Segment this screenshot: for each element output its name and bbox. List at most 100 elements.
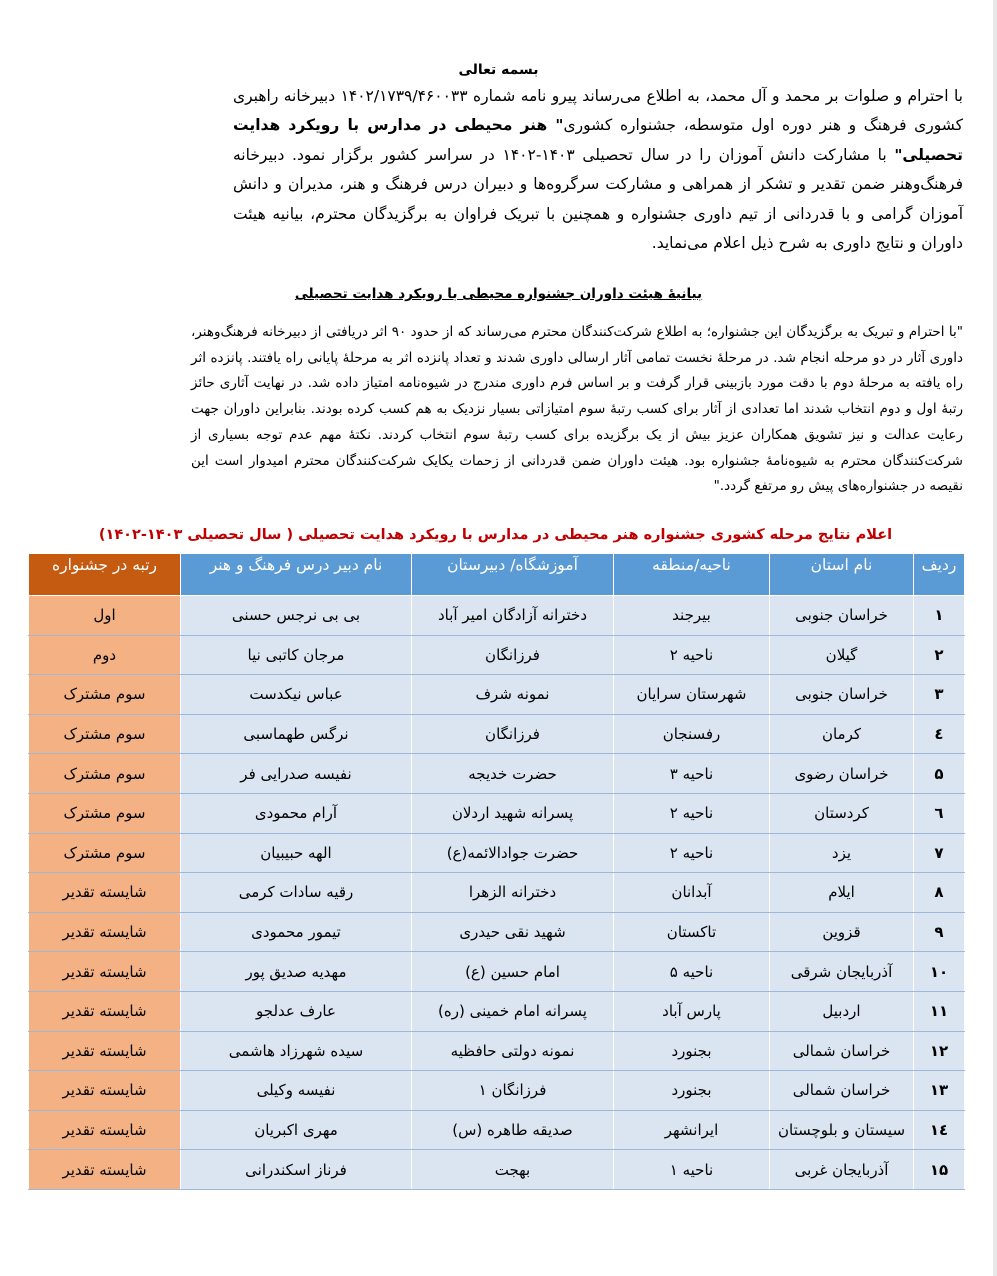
row-number-cell: ۵ [913, 753, 965, 794]
table-header-row: ردیف نام استان ناحیه/منطقه آموزشگاه/ دبیرست… [28, 553, 965, 596]
teacher-name-cell: فرناز اسکندرانی [180, 1149, 412, 1190]
teacher-name-cell: عباس نیکدست [180, 674, 412, 715]
rank-cell: شایسته تقدیر [28, 1149, 181, 1190]
province-cell: خراسان رضوی [769, 753, 914, 794]
row-number-cell: ۱۳ [913, 1070, 965, 1111]
province-cell: خراسان شمالی [769, 1070, 914, 1111]
rank-cell: شایسته تقدیر [28, 1109, 181, 1151]
district-cell: ناحیه ۵ [613, 951, 770, 992]
rank-cell: شایسته تقدیر [28, 990, 181, 1032]
teacher-name-cell: آرام محمودی [180, 792, 412, 834]
teacher-name-cell: عارف عدلجو [180, 990, 412, 1032]
intro-part1: با احترام و صلوات بر محمد و آل محمد، به … [233, 87, 963, 135]
rank-cell: سوم مشترک [28, 674, 181, 715]
table-row: ۱۰ آذربایجان شرقی ناحیه ۵ امام حسین (ع) مهدی… [28, 951, 965, 992]
festival-name: " هنر محیطی در مدارس با رویکرد هدایت تحص… [233, 116, 964, 164]
school-cell: پسرانه شهید اردلان [411, 792, 614, 834]
province-cell: قزوین [769, 911, 914, 953]
statement-title: بیانیهٔ هیئت داوران جشنواره محیطی با روی… [294, 286, 703, 302]
page-edge [993, 0, 997, 1276]
row-number-cell: ٤ [913, 713, 965, 755]
province-cell: خراسان جنوبی [769, 674, 914, 715]
teacher-name-cell: الهه حبیبیان [180, 832, 412, 874]
column-header: نام استان [769, 553, 914, 596]
table-row: ۱ خراسان جنوبی بیرجند دخترانه آزادگان امیر … [28, 595, 965, 636]
row-number-cell: ۱۲ [913, 1030, 965, 1072]
province-cell: ایلام [769, 872, 914, 913]
province-cell: آذربایجان شرقی [769, 951, 914, 992]
row-number-cell: ۲ [913, 634, 965, 676]
school-cell: دخترانه آزادگان امیر آباد [411, 595, 614, 636]
row-number-cell: ۱ [913, 595, 965, 636]
row-number-cell: ۳ [913, 674, 965, 715]
row-number-cell: ۱۵ [913, 1149, 965, 1190]
row-number-cell: ۷ [913, 832, 965, 874]
district-cell: ایرانشهر [613, 1109, 770, 1151]
column-header: رتبه در جشنواره [28, 553, 181, 596]
intro-part2: با مشارکت دانش آموزان را در سال تحصیلی ۱… [233, 145, 963, 253]
district-cell: ناحیه ۲ [613, 832, 770, 874]
province-cell: گیلان [769, 634, 914, 676]
province-cell: کرمان [769, 713, 914, 755]
teacher-name-cell: مرجان کاتبی نیا [180, 634, 412, 676]
district-cell: ناحیه ۲ [613, 792, 770, 834]
table-row: ۲ گیلان ناحیه ۲ فرزانگان مرجان کاتبی نیا دوم [28, 634, 965, 676]
province-cell: آذربایجان غربی [769, 1149, 914, 1190]
table-row: ۹ قزوین تاکستان شهید نقی حیدری تیمور محمودی ش… [28, 911, 965, 953]
school-cell: فرزانگان [411, 713, 614, 755]
results-table-title: اعلام نتایج مرحله کشوری جشنواره هنر محیط… [98, 527, 893, 543]
teacher-name-cell: تیمور محمودی [180, 911, 412, 953]
table-row: ۱۵ آذربایجان غربی ناحیه ۱ بهجت فرناز اسکندرا… [28, 1149, 965, 1190]
province-cell: خراسان شمالی [769, 1030, 914, 1072]
rank-cell: دوم [28, 634, 181, 676]
school-cell: دخترانه الزهرا [411, 872, 614, 913]
school-cell: پسرانه امام خمینی (ره) [411, 990, 614, 1032]
school-cell: بهجت [411, 1149, 614, 1190]
teacher-name-cell: سیده شهرزاد هاشمی [180, 1030, 412, 1072]
district-cell: شهرستان سرایان [613, 674, 770, 715]
row-number-cell: ۹ [913, 911, 965, 953]
results-table: ردیف نام استان ناحیه/منطقه آموزشگاه/ دبیرست… [28, 553, 965, 1190]
school-cell: شهید نقی حیدری [411, 911, 614, 953]
rank-cell: سوم مشترک [28, 753, 181, 794]
district-cell: بجنورد [613, 1070, 770, 1111]
table-row: ۸ ایلام آبدانان دخترانه الزهرا رقیه سادات کر… [28, 872, 965, 913]
school-cell: نمونه دولتی حافظیه [411, 1030, 614, 1072]
table-row: ٦ کردستان ناحیه ۲ پسرانه شهید اردلان آرام مح… [28, 792, 965, 834]
school-cell: صدیقه طاهره (س) [411, 1109, 614, 1151]
rank-cell: سوم مشترک [28, 832, 181, 874]
intro-paragraph: با احترام و صلوات بر محمد و آل محمد، به … [233, 82, 963, 258]
heading: بسمه تعالی [458, 62, 539, 78]
rank-cell: شایسته تقدیر [28, 951, 181, 992]
column-header: نام دبیر درس فرهنگ و هنر [180, 553, 412, 596]
province-cell: کردستان [769, 792, 914, 834]
table-row: ۵ خراسان رضوی ناحیه ۳ حضرت خدیجه نفیسه صدرای… [28, 753, 965, 794]
teacher-name-cell: بی بی نرجس حسنی [180, 595, 412, 636]
district-cell: ناحیه ۳ [613, 753, 770, 794]
school-cell: حضرت جوادالائمه(ع) [411, 832, 614, 874]
table-row: ۱۱ اردبیل پارس آباد پسرانه امام خمینی (ره) ع… [28, 990, 965, 1032]
district-cell: پارس آباد [613, 990, 770, 1032]
table-row: ۱٤ سیستان و بلوچستان ایرانشهر صدیقه طاهره (… [28, 1109, 965, 1151]
district-cell: ناحیه ۱ [613, 1149, 770, 1190]
school-cell: امام حسین (ع) [411, 951, 614, 992]
row-number-cell: ۱۱ [913, 990, 965, 1032]
table-row: ٤ کرمان رفسنجان فرزانگان نرگس طهماسبی سوم مشت… [28, 713, 965, 755]
row-number-cell: ۱۰ [913, 951, 965, 992]
province-cell: اردبیل [769, 990, 914, 1032]
teacher-name-cell: نرگس طهماسبی [180, 713, 412, 755]
row-number-cell: ۱٤ [913, 1109, 965, 1151]
column-header: ردیف [913, 553, 965, 596]
district-cell: تاکستان [613, 911, 770, 953]
district-cell: ناحیه ۲ [613, 634, 770, 676]
rank-cell: شایسته تقدیر [28, 1030, 181, 1072]
school-cell: حضرت خدیجه [411, 753, 614, 794]
rank-cell: شایسته تقدیر [28, 1070, 181, 1111]
table-row: ۱۳ خراسان شمالی بجنورد فرزانگان ۱ نفیسه وکیل… [28, 1070, 965, 1111]
column-header: ناحیه/منطقه [613, 553, 770, 596]
teacher-name-cell: مهری اکبریان [180, 1109, 412, 1151]
province-cell: یزد [769, 832, 914, 874]
rank-cell: سوم مشترک [28, 792, 181, 834]
rank-cell: شایسته تقدیر [28, 911, 181, 953]
